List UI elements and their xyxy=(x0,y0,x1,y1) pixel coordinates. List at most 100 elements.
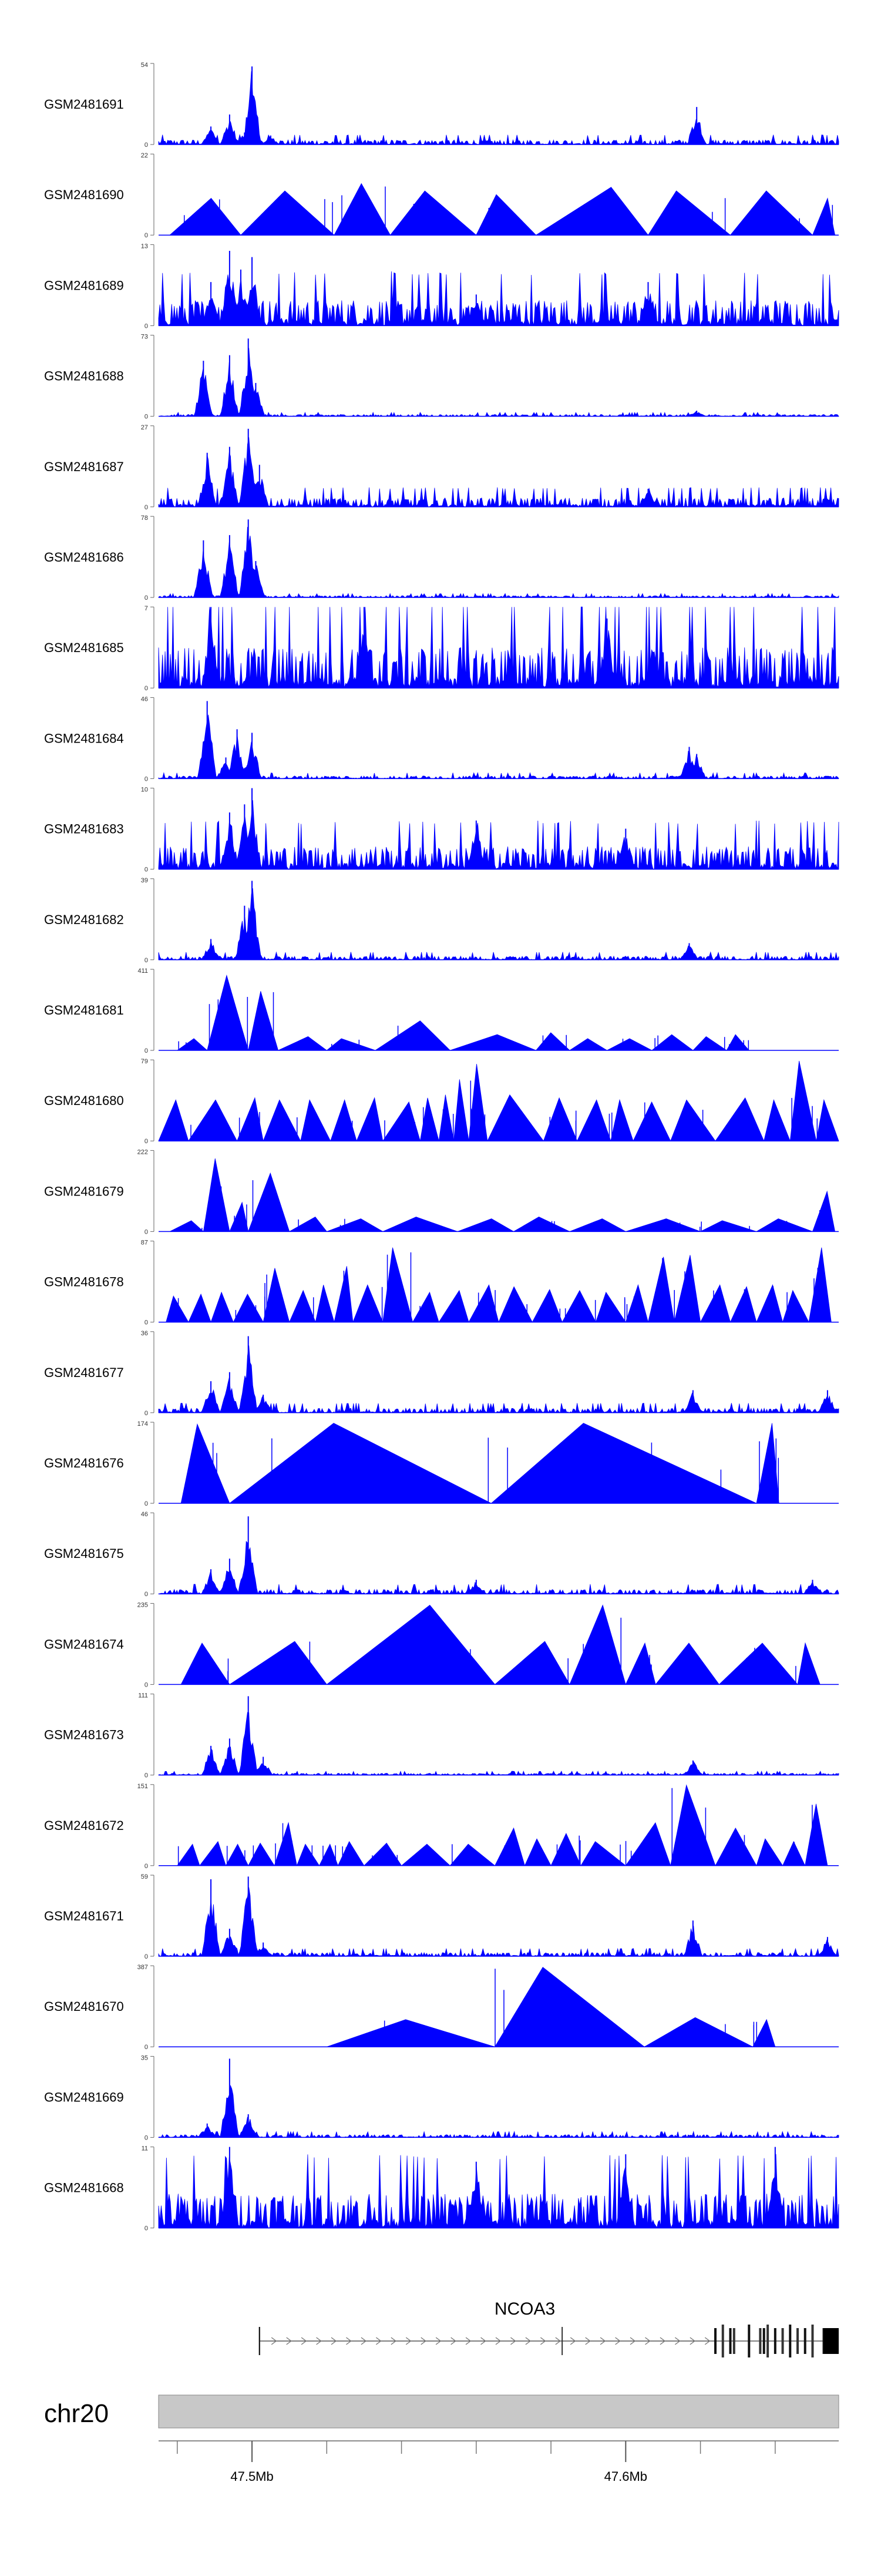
strand-arrow xyxy=(405,2337,412,2345)
track: GSM2481669 35 0 xyxy=(44,2054,839,2141)
signal-triangle xyxy=(180,1643,230,1685)
y-max-label: 7 xyxy=(144,605,148,612)
track: GSM2481668 11 0 xyxy=(44,2145,839,2232)
track: GSM2481689 13 0 xyxy=(44,243,839,330)
y-min-label: 0 xyxy=(144,775,148,782)
signal-triangle xyxy=(625,1822,671,1866)
signal-triangle xyxy=(789,1060,817,1141)
strand-arrow xyxy=(674,2337,681,2345)
y-min-label: 0 xyxy=(144,1047,148,1054)
signal-triangle xyxy=(494,1641,570,1685)
track-label: GSM2481686 xyxy=(44,550,124,565)
signal-triangle xyxy=(633,1101,671,1141)
signal-triangle xyxy=(176,1038,208,1051)
signal-triangle xyxy=(569,1038,608,1051)
signal-triangle xyxy=(296,1843,320,1866)
strand-arrow xyxy=(480,2337,486,2345)
signal-triangle xyxy=(674,1255,701,1322)
exon-terminal xyxy=(823,2328,839,2354)
y-min-label: 0 xyxy=(144,595,148,602)
track: GSM2481670 387 0 xyxy=(44,1964,839,2051)
y-max-label: 54 xyxy=(141,62,148,69)
y-min-label: 0 xyxy=(144,323,148,330)
exon xyxy=(766,2325,769,2357)
track-label: GSM2481680 xyxy=(44,1093,124,1108)
signal-triangle xyxy=(438,1289,469,1322)
signal-triangle xyxy=(334,183,391,236)
y-max-label: 36 xyxy=(141,1330,148,1337)
signal-triangle xyxy=(729,1286,757,1322)
signal-triangle xyxy=(327,1218,384,1232)
exon xyxy=(732,2328,735,2354)
strand-arrow xyxy=(555,2337,561,2345)
signal-triangle xyxy=(625,1642,656,1685)
signal-triangle xyxy=(569,1218,626,1232)
y-min-label: 0 xyxy=(144,1500,148,1507)
y-min-label: 0 xyxy=(144,232,148,239)
signal-triangle xyxy=(812,197,836,236)
track: GSM2481678 87 0 xyxy=(44,1240,839,1326)
signal-triangle xyxy=(647,1257,675,1322)
track: GSM2481688 73 0 xyxy=(44,334,839,421)
signal-triangle xyxy=(729,190,813,236)
exon xyxy=(748,2325,751,2357)
y-min-label: 0 xyxy=(144,1228,148,1235)
y-min-label: 0 xyxy=(144,685,148,692)
signal-triangle xyxy=(626,1218,701,1232)
signal-triangle xyxy=(263,1268,290,1322)
strand-arrow xyxy=(690,2337,696,2345)
y-min-label: 0 xyxy=(144,1319,148,1326)
track-label: GSM2481674 xyxy=(44,1637,124,1651)
y-max-label: 174 xyxy=(137,1420,148,1428)
signal-triangle xyxy=(363,1842,402,1866)
track-label: GSM2481669 xyxy=(44,2090,124,2104)
track-label: GSM2481685 xyxy=(44,640,124,655)
y-max-label: 87 xyxy=(141,1240,148,1247)
signal-triangle xyxy=(169,1220,204,1232)
strand-arrow xyxy=(704,2337,711,2345)
track-label: GSM2481687 xyxy=(44,459,124,474)
signal-area xyxy=(158,1887,839,1957)
signal-triangle xyxy=(670,1784,716,1866)
strand-arrow xyxy=(391,2337,397,2345)
track-label: GSM2481672 xyxy=(44,1818,124,1833)
signal-triangle xyxy=(647,190,731,236)
axis-tick-label: 47.6Mb xyxy=(604,2469,647,2484)
signal-triangle xyxy=(816,1099,839,1141)
signal-area xyxy=(158,714,839,780)
signal-triangle xyxy=(535,1032,570,1051)
track-label: GSM2481678 xyxy=(44,1275,124,1289)
signal-triangle xyxy=(289,1289,316,1322)
exon xyxy=(714,2328,717,2354)
track-label: GSM2481673 xyxy=(44,1728,124,1742)
exon xyxy=(762,2328,765,2354)
strand-arrow xyxy=(421,2337,426,2345)
signal-triangle xyxy=(610,1099,634,1141)
track-label: GSM2481682 xyxy=(44,912,124,927)
exon xyxy=(759,2328,762,2354)
signal-triangle xyxy=(278,1036,328,1051)
strand-arrow xyxy=(316,2337,322,2345)
exon xyxy=(258,2327,260,2355)
signal-tracks: GSM2481691540GSM2481690220GSM2481689130G… xyxy=(44,62,839,2232)
y-max-label: 151 xyxy=(137,1783,148,1790)
signal-triangle xyxy=(288,1216,328,1232)
signal-triangle xyxy=(756,1838,784,1866)
signal-triangle xyxy=(166,1295,189,1322)
signal-triangle xyxy=(607,1038,653,1051)
strand-arrow xyxy=(600,2337,606,2345)
signal-triangle xyxy=(655,1643,720,1685)
y-max-label: 73 xyxy=(141,334,148,341)
y-min-label: 0 xyxy=(144,866,148,874)
signal-triangle xyxy=(700,1284,731,1322)
signal-area xyxy=(158,1540,839,1595)
signal-triangle xyxy=(352,1284,384,1322)
strand-arrow xyxy=(495,2337,502,2345)
exon xyxy=(789,2325,792,2357)
signal-triangle xyxy=(382,1217,458,1232)
signal-triangle xyxy=(476,194,537,236)
track-label: GSM2481689 xyxy=(44,278,124,293)
track: GSM2481690 22 0 xyxy=(44,152,839,239)
signal-triangle xyxy=(580,1841,627,1866)
signal-triangle xyxy=(692,1036,728,1051)
